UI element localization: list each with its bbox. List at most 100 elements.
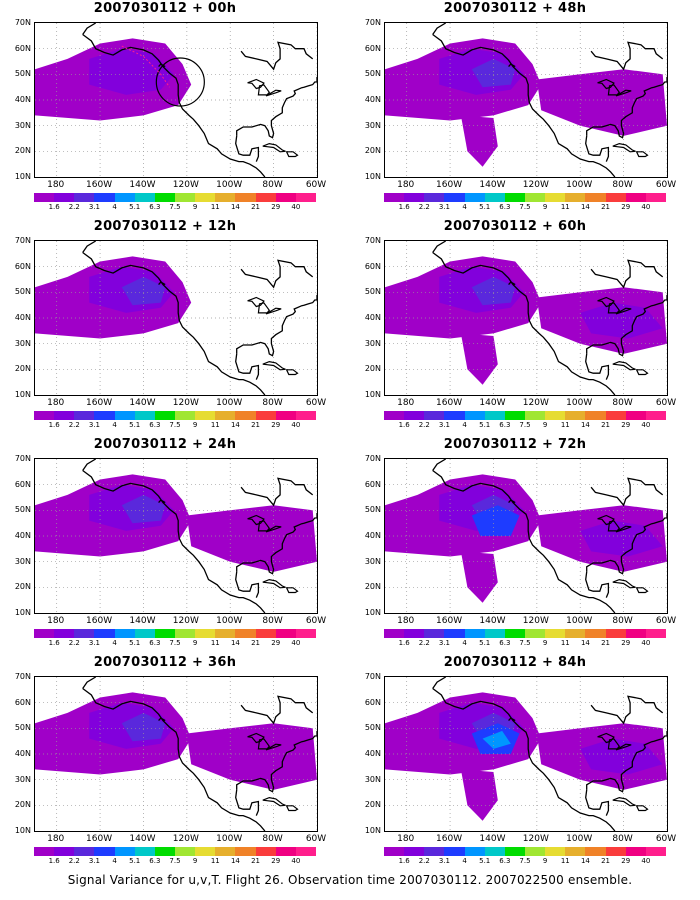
- colorbar-label: 6.3: [499, 421, 511, 429]
- variance-shading: [89, 48, 174, 95]
- coastline: [265, 307, 282, 315]
- colorbar-legend: 1.6 2.2 3.1 4 5.1 6.3 7.5 9 11 14 21 29 40: [384, 629, 666, 653]
- colorbar-label: 21: [601, 857, 611, 865]
- colorbar-segment: [384, 629, 405, 638]
- colorbar-segment: [255, 629, 276, 638]
- colorbar-label: 6.3: [149, 421, 161, 429]
- coastline: [586, 76, 667, 139]
- colorbar-segment: [504, 629, 525, 638]
- map-panel: 2007030112 + 60h 70N 60N 50N 40N 30N 20N 10N 180…: [350, 218, 680, 436]
- latitude-label: 10N: [364, 390, 381, 399]
- colorbar-segment: [524, 411, 546, 420]
- coastline: [508, 499, 516, 504]
- coastline: [285, 369, 299, 376]
- latitude-label: 70N: [364, 672, 381, 681]
- colorbar-label: 29: [621, 639, 631, 647]
- colorbar-segment: [295, 847, 316, 856]
- coastline: [607, 302, 621, 314]
- colorbar-label: 1.6: [398, 421, 410, 429]
- longitude-label: 60W: [305, 834, 327, 844]
- coastline: [612, 578, 636, 589]
- latitude-label: 20N: [364, 800, 381, 810]
- colorbar-segment: [295, 629, 316, 638]
- longitude-label: 120W: [522, 616, 549, 626]
- longitude-label: 140W: [129, 834, 156, 844]
- longitude-label: 180: [47, 616, 65, 626]
- colorbar-label: 40: [641, 639, 651, 647]
- colorbar-label: 5.1: [479, 203, 491, 211]
- colorbar-segment: [585, 193, 606, 202]
- colorbar-label: 5.1: [479, 639, 491, 647]
- coastline: [590, 695, 664, 725]
- colorbar-legend: 1.6 2.2 3.1 4 5.1 6.3 7.5 9 11 14 21 29 40: [34, 411, 316, 435]
- coastline: [615, 307, 632, 315]
- colorbar-segment: [275, 629, 296, 638]
- colorbar-segment: [235, 847, 256, 856]
- colorbar-segment: [625, 411, 646, 420]
- latitude-label: 70N: [364, 236, 381, 245]
- colorbar-label: 29: [621, 421, 631, 429]
- variance-shading: [580, 520, 663, 557]
- latitude-label: 30N: [364, 774, 381, 784]
- coastline: [508, 281, 516, 286]
- longitude-label: 80W: [612, 398, 633, 408]
- colorbar-label: 1.6: [48, 203, 60, 211]
- coastline: [240, 41, 314, 71]
- coastline: [585, 789, 610, 816]
- variance-shading: [186, 505, 317, 572]
- coastline: [247, 296, 265, 308]
- coastline: [607, 738, 621, 750]
- colorbar-label: 21: [251, 857, 261, 865]
- colorbar-segment: [384, 847, 405, 856]
- map-area: [384, 676, 668, 832]
- map-canvas: [385, 23, 667, 177]
- variance-shading: [121, 494, 166, 524]
- colorbar-segment: [404, 411, 425, 420]
- colorbar-label: 3.1: [88, 421, 100, 429]
- colorbar-segment: [114, 193, 135, 202]
- panel-title: 2007030112 + 00h: [93, 1, 237, 16]
- latitude-label: 50N: [14, 69, 31, 79]
- colorbar-label: 7.5: [519, 421, 531, 429]
- colorbar-segment: [504, 847, 525, 856]
- coastline: [240, 695, 314, 725]
- longitude-label: 180: [397, 398, 415, 408]
- colorbar-label: 11: [560, 421, 570, 429]
- colorbar-segment: [255, 193, 276, 202]
- coastline: [586, 730, 667, 793]
- colorbar-segment: [94, 193, 115, 202]
- colorbar-segment: [275, 847, 296, 856]
- latitude-label: 70N: [14, 454, 31, 463]
- latitude-label: 30N: [14, 120, 31, 130]
- panel-title: 2007030112 + 36h: [93, 655, 237, 670]
- colorbar-segment: [154, 411, 175, 420]
- colorbar-segment: [585, 847, 606, 856]
- coastline: [612, 796, 636, 807]
- colorbar-strip: [384, 411, 666, 420]
- colorbar-segment: [444, 629, 465, 638]
- variance-shading: [536, 69, 667, 136]
- colorbar-label: 14: [230, 639, 240, 647]
- colorbar-legend: 1.6 2.2 3.1 4 5.1 6.3 7.5 9 11 14 21 29 40: [384, 193, 666, 217]
- coastline: [590, 259, 664, 289]
- colorbar-label: 40: [291, 639, 301, 647]
- latitude-label: 40N: [364, 531, 381, 540]
- flight-track: [121, 45, 170, 88]
- colorbar-segment: [154, 847, 175, 856]
- coastline: [235, 353, 260, 380]
- longitude-label: 120W: [172, 398, 199, 408]
- colorbar-label: 40: [291, 857, 301, 865]
- colorbar-segment: [235, 411, 256, 420]
- longitude-label: 100W: [216, 834, 243, 844]
- longitude-label: 60W: [655, 398, 677, 408]
- colorbar-label: 4: [112, 203, 117, 211]
- colorbar-label: 2.2: [68, 421, 80, 429]
- colorbar-label: 21: [601, 421, 611, 429]
- colorbar-label: 6.3: [499, 857, 511, 865]
- colorbar-segment: [195, 847, 216, 856]
- panel-title: 2007030112 + 60h: [443, 219, 587, 234]
- coastline: [240, 477, 314, 507]
- coastline: [82, 23, 97, 35]
- latitude-label: 70N: [14, 236, 31, 245]
- latitude-label: 10N: [14, 826, 31, 835]
